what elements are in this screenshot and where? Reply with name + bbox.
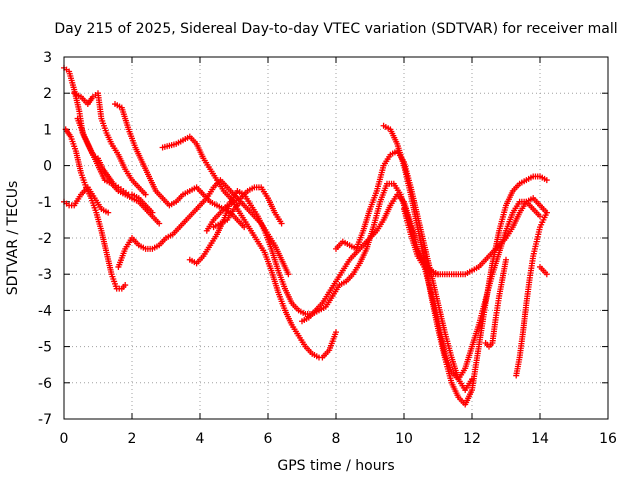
- series-sat-q: [482, 256, 509, 350]
- data-point: [156, 220, 163, 227]
- data-point: [285, 271, 292, 278]
- x-tick-label: 10: [395, 431, 413, 447]
- x-tick-label: 6: [264, 431, 273, 447]
- series-sat-h: [159, 133, 339, 361]
- series-sat-r: [513, 209, 550, 379]
- x-axis-label: GPS time / hours: [277, 458, 394, 474]
- data-point: [537, 213, 543, 220]
- series-sat-c: [74, 115, 163, 227]
- y-tick-label: -1: [38, 195, 52, 211]
- grid-lines: [64, 57, 608, 419]
- y-tick-label: 0: [43, 159, 52, 175]
- y-tick-label: -4: [38, 303, 52, 319]
- data-point: [241, 224, 248, 231]
- data-point: [142, 191, 149, 198]
- x-tick-label: 8: [332, 431, 341, 447]
- x-tick-label: 12: [463, 431, 481, 447]
- y-tick-label: -6: [38, 376, 52, 392]
- data-point: [543, 209, 550, 216]
- data-point: [333, 329, 339, 336]
- series-sat-p: [414, 198, 543, 383]
- series-sat-k: [210, 198, 292, 278]
- data-point: [105, 209, 112, 216]
- chart-title: Day 215 of 2025, Sidereal Day-to-day VTE…: [54, 21, 617, 37]
- x-tick-labels: 0 2 4 6 8 10 12 14 16: [60, 431, 617, 447]
- x-tick-label: 14: [531, 431, 549, 447]
- y-tick-label: 2: [43, 86, 52, 102]
- series-sat-d: [71, 90, 149, 198]
- data-point: [543, 271, 550, 278]
- y-axis-label: SDTVAR / TECUs: [5, 181, 21, 296]
- x-tick-label: 2: [128, 431, 137, 447]
- x-tick-label: 4: [196, 431, 205, 447]
- plot-frame: [63, 56, 609, 420]
- series-sat-e: [61, 184, 112, 216]
- y-tick-labels: -7 -6 -5 -4 -3 -2 -1 0 1 2 3: [38, 50, 52, 428]
- series-sat-j: [203, 184, 285, 234]
- series-sat-s: [537, 263, 550, 278]
- data-point: [122, 282, 129, 289]
- data-point: [503, 256, 509, 263]
- x-tick-label: 16: [599, 431, 617, 447]
- y-tick-label: 3: [43, 50, 52, 66]
- y-tick-label: -2: [38, 231, 52, 247]
- y-tick-label: 1: [43, 122, 52, 138]
- x-tick-label: 0: [60, 431, 69, 447]
- y-tick-label: -3: [38, 267, 52, 283]
- y-tick-label: -7: [38, 412, 52, 428]
- y-tick-label: -5: [38, 340, 52, 356]
- data-points: [61, 64, 550, 408]
- series-sat-i: [186, 180, 418, 318]
- data-point: [278, 220, 285, 227]
- data-point: [543, 177, 550, 184]
